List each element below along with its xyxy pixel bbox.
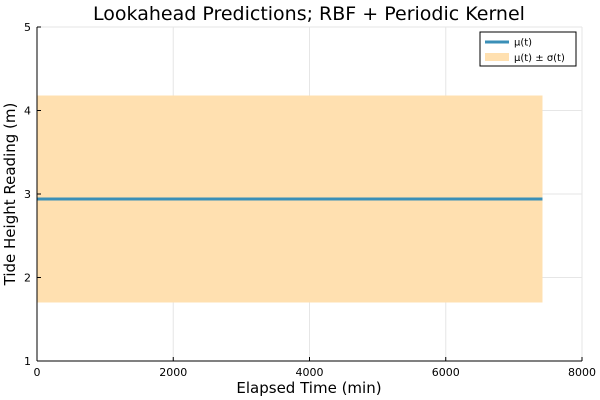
y-tick-label: 1 [24,355,31,368]
legend-mean-label: μ(t) [514,38,532,49]
axes [36,26,583,362]
y-tick-label: 2 [24,272,31,285]
legend: μ(t) μ(t) ± σ(t) [479,31,577,67]
y-tick-label: 3 [24,188,31,201]
y-tick-label: 4 [24,105,31,118]
chart-title: Lookahead Predictions; RBF + Periodic Ke… [93,3,525,25]
y-axis-label: Tide Height Reading (m) [1,103,19,287]
tick-labels: 0 2000 4000 6000 8000 1 2 3 4 5 [24,21,596,379]
legend-band-label: μ(t) ± σ(t) [514,53,565,64]
x-axis-label: Elapsed Time (min) [236,379,381,397]
legend-band-swatch [485,53,509,61]
y-tick-label: 5 [24,21,31,34]
x-tick-label: 8000 [568,366,596,379]
x-tick-label: 0 [34,366,41,379]
x-tick-label: 2000 [159,366,187,379]
x-tick-label: 4000 [296,366,324,379]
x-tick-label: 6000 [432,366,460,379]
